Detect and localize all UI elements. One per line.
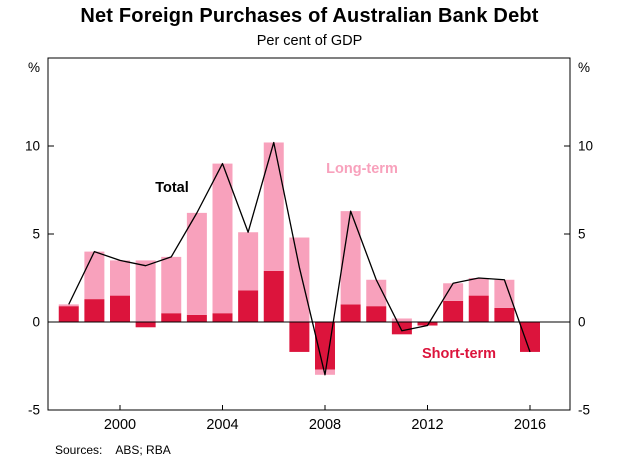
y-axis-unit-left: % xyxy=(28,60,40,75)
bar-segment-short-term xyxy=(161,313,182,322)
x-axis-label: 2004 xyxy=(206,417,238,433)
chart-subtitle: Per cent of GDP xyxy=(256,33,363,49)
bar-segment-long-term xyxy=(161,256,182,314)
bar-segment-long-term xyxy=(186,212,207,315)
annotation-total: Total xyxy=(155,180,189,196)
sources-label: Sources: xyxy=(55,443,103,457)
x-axis-label: 2016 xyxy=(514,417,546,433)
bar-segment-long-term xyxy=(443,283,464,301)
bar-segment-short-term xyxy=(238,290,259,322)
bar-segment-short-term xyxy=(494,307,515,322)
y-axis-label-right: 5 xyxy=(578,227,586,242)
bar-segment-long-term xyxy=(263,142,284,271)
y-axis-label-right: -5 xyxy=(578,403,590,418)
y-axis-label-left: -5 xyxy=(28,403,40,418)
bar-segment-long-term xyxy=(468,278,489,296)
bar-segment-short-term xyxy=(417,322,438,326)
y-axis-unit-right: % xyxy=(578,60,590,75)
bar-segment-long-term xyxy=(58,304,79,307)
bar-segment-long-term xyxy=(494,279,515,308)
y-axis-label-left: 0 xyxy=(32,315,40,330)
bar-segment-short-term xyxy=(135,322,156,328)
annotation-long-term: Long-term xyxy=(326,161,398,177)
bar-segment-short-term xyxy=(443,300,464,322)
bar-segment-short-term xyxy=(315,322,335,370)
bar-segment-short-term xyxy=(468,295,489,322)
x-axis-label: 2012 xyxy=(411,417,443,433)
bar-segment-long-term xyxy=(110,260,130,296)
bar-segment-short-term xyxy=(391,322,412,335)
bar-segment-short-term xyxy=(289,322,310,352)
total-line xyxy=(68,141,531,376)
bar-segment-short-term xyxy=(110,295,130,322)
bar-segment-short-term xyxy=(84,299,105,322)
x-axis-label: 2008 xyxy=(309,417,341,433)
bar-segment-short-term xyxy=(520,322,540,352)
y-axis-label-right: 0 xyxy=(578,315,586,330)
bar-segment-long-term xyxy=(340,211,361,305)
chart-title: Net Foreign Purchases of Australian Bank… xyxy=(80,5,539,27)
bar-segment-short-term xyxy=(263,270,284,322)
y-axis-label-right: 10 xyxy=(578,139,593,154)
sources-note: Sources: ABS; RBA xyxy=(55,443,171,457)
bar-segment-short-term xyxy=(366,306,387,322)
bar-segment-long-term xyxy=(238,232,259,291)
bar-segment-long-term xyxy=(212,163,233,314)
bar-segment-short-term xyxy=(58,306,79,322)
sources-value: ABS; RBA xyxy=(115,443,171,457)
bar-segment-long-term xyxy=(135,260,156,322)
bar-segment-short-term xyxy=(186,314,207,322)
bar-segment-short-term xyxy=(212,313,233,322)
bar-segment-short-term xyxy=(340,304,361,322)
bar-segment-long-term xyxy=(391,318,412,322)
x-axis-label: 2000 xyxy=(104,417,136,433)
bar-segment-long-term xyxy=(366,279,387,307)
y-axis-label-left: 5 xyxy=(32,227,40,242)
y-axis-label-left: 10 xyxy=(25,139,40,154)
annotation-short-term: Short-term xyxy=(422,346,496,362)
bar-segment-long-term xyxy=(289,237,310,322)
bar-segment-long-term xyxy=(84,251,105,300)
